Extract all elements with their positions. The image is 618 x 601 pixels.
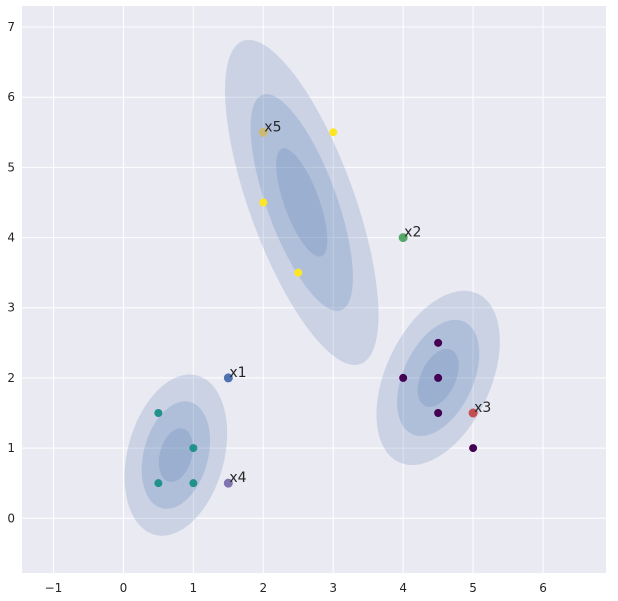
point-label-x3: x3 — [474, 400, 491, 416]
x-axis-ticks: −1 0 1 2 3 4 5 6 — [45, 581, 547, 595]
point-label-x2: x2 — [404, 225, 421, 241]
y-tick-label: 2 — [7, 371, 15, 385]
labeled-point-x1 — [223, 373, 233, 383]
cluster-point — [329, 128, 338, 137]
cluster-ellipse — [276, 148, 328, 257]
labeled-point-x3 — [468, 408, 478, 418]
x-tick-label: 6 — [539, 581, 547, 595]
x-tick-label: 4 — [399, 581, 407, 595]
x-tick-label: 2 — [259, 581, 267, 595]
cluster-point — [434, 373, 443, 382]
x-tick-label: −1 — [45, 581, 63, 595]
cluster-point — [189, 479, 198, 488]
cluster-point — [259, 198, 268, 207]
y-tick-label: 7 — [7, 20, 15, 34]
labeled-point-x2 — [398, 233, 408, 243]
point-labels: x1 x2 x3 x4 x5 — [229, 119, 491, 486]
y-tick-label: 1 — [7, 441, 15, 455]
labeled-point-x4 — [223, 478, 233, 488]
cluster-ellipses — [124, 39, 500, 536]
cluster-ellipse — [124, 374, 228, 536]
cluster-point — [399, 373, 408, 382]
x-tick-label: 1 — [190, 581, 198, 595]
point-label-x5: x5 — [264, 119, 281, 135]
cluster-point — [434, 338, 443, 347]
y-tick-label: 4 — [7, 231, 15, 245]
cluster-ellipse — [225, 39, 379, 366]
cluster-point — [154, 409, 163, 418]
cluster-point — [189, 444, 198, 453]
cluster-point — [434, 409, 443, 418]
y-tick-label: 5 — [7, 160, 15, 174]
grid-lines — [22, 6, 606, 573]
point-label-x1: x1 — [229, 365, 246, 381]
y-axis-ticks: 0 1 2 3 4 5 6 7 — [7, 20, 15, 525]
cluster-ellipse — [158, 428, 193, 482]
x-tick-label: 0 — [120, 581, 128, 595]
y-tick-label: 0 — [7, 511, 15, 525]
cluster-point — [154, 479, 163, 488]
x-tick-label: 5 — [469, 581, 477, 595]
labeled-point-x5 — [258, 127, 268, 137]
plot-background — [22, 6, 606, 573]
cluster-point — [294, 268, 303, 277]
data-points — [154, 127, 478, 488]
cluster-point — [469, 444, 478, 453]
y-tick-label: 3 — [7, 301, 15, 315]
point-label-x4: x4 — [229, 470, 246, 486]
cluster-ellipse — [250, 94, 353, 311]
x-tick-label: 3 — [329, 581, 337, 595]
y-tick-label: 6 — [7, 90, 15, 104]
